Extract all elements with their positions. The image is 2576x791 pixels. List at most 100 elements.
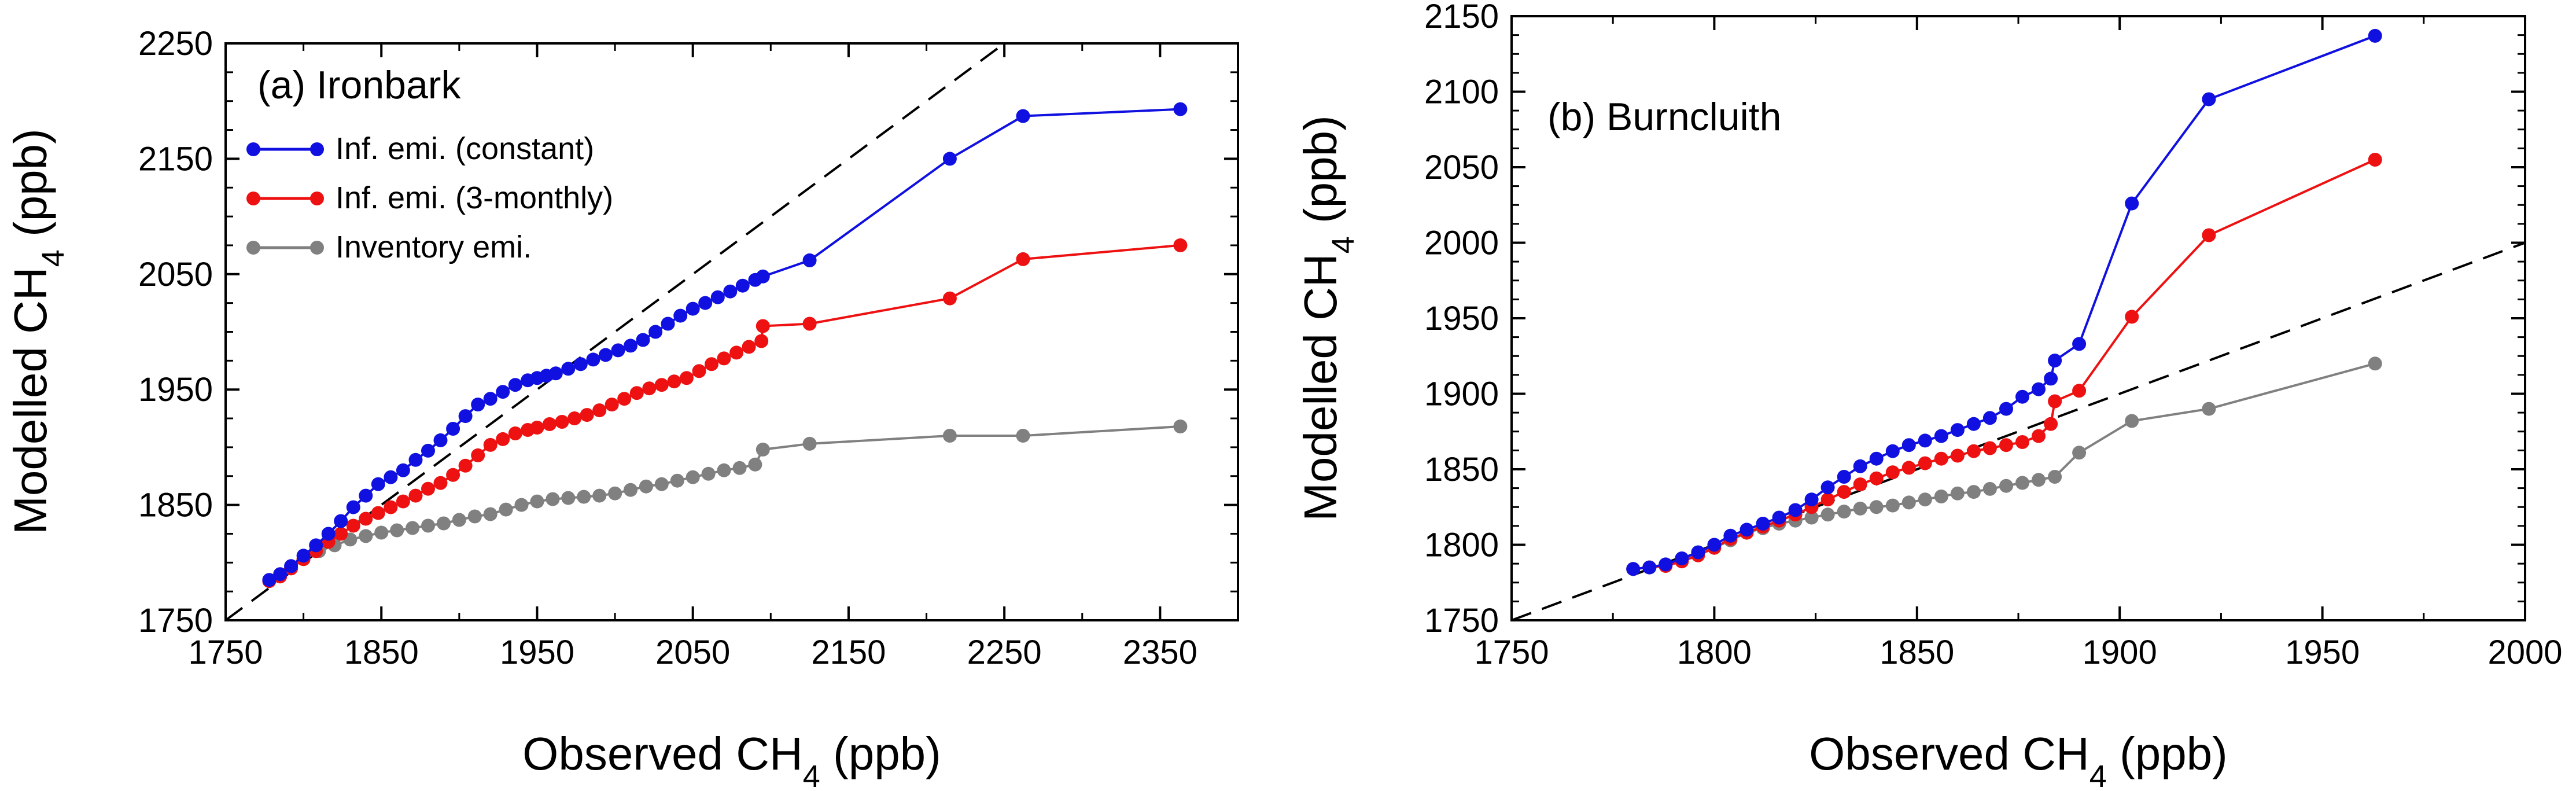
data-point-3-monthly [1982,441,1997,455]
data-point-3-monthly [567,411,582,425]
y-tick-label: 2050 [1424,149,1499,186]
x-tick-label: 1850 [344,634,419,671]
data-point-inventory [1982,481,1997,496]
x-tick-label: 1750 [188,634,263,671]
data-point-3-monthly [496,432,510,446]
legend-item-3-monthly: Inf. emi. (3-monthly) [246,181,613,215]
legend-item-constant: Inf. emi. (constant) [246,131,594,166]
data-point-inventory [514,498,529,512]
data-point-inventory [499,502,513,517]
data-point-constant [1982,411,1997,425]
series-inventory [1626,356,2382,576]
panel-a-x-axis-title: Observed CH4 (ppb) [522,728,941,791]
data-point-inventory [483,507,497,521]
legend-item-inventory: Inventory emi. [246,230,532,264]
y-tick-label: 2150 [138,140,213,178]
data-point-constant [1788,503,1803,517]
data-point-3-monthly [1966,444,1981,458]
data-point-3-monthly [1869,471,1884,485]
series-constant [262,102,1188,587]
legend-marker-3-monthly [246,192,260,205]
panel-b-x-axis-title: Observed CH4 (ppb) [1809,728,2228,791]
data-point-constant [673,308,688,323]
data-point-3-monthly [555,415,569,429]
legend-marker-constant [246,142,260,156]
data-point-3-monthly [802,317,817,331]
data-point-3-monthly [692,364,706,378]
data-point-constant [1756,517,1770,531]
data-point-inventory [1999,479,2013,493]
y-tick-label: 2100 [1424,73,1499,111]
panel-b-label: (b) Burncluith [1547,95,1781,139]
data-point-3-monthly [396,494,410,509]
panel-b-one-to-one-line [1512,241,2525,620]
data-point-3-monthly [942,291,957,306]
series-constant [1626,28,2382,576]
data-point-3-monthly [605,398,619,412]
data-point-3-monthly [508,426,522,440]
data-point-inventory [2032,473,2046,487]
data-point-3-monthly [471,448,485,462]
data-point-constant [1804,492,1819,507]
data-point-constant [661,317,675,331]
data-point-constant [2015,389,2029,404]
x-tick-label: 2050 [655,634,730,671]
data-point-3-monthly [1853,477,1867,492]
legend-marker-inventory [246,241,260,255]
data-point-constant [598,348,613,362]
data-point-constant [421,443,435,458]
data-point-constant [723,284,738,299]
data-point-inventory [1885,498,1900,513]
legend: Inf. emi. (constant) Inf. emi. (3-monthl… [246,131,613,264]
data-point-inventory [1853,501,1867,516]
data-point-inventory [942,429,957,443]
data-point-inventory [421,518,435,533]
data-point-constant [1869,451,1884,466]
data-point-inventory [1016,429,1030,443]
data-point-inventory [577,490,591,504]
data-point-constant [1901,438,1916,452]
data-point-inventory [670,473,684,488]
data-point-constant [2202,92,2216,106]
data-point-constant [1626,562,1641,576]
data-point-3-monthly [1837,485,1851,499]
data-point-constant [408,452,423,467]
data-point-3-monthly [1885,465,1900,480]
x-tick-label: 1900 [2083,634,2157,671]
panel-b-series [1626,28,2382,576]
data-point-constant [471,398,485,412]
data-point-3-monthly [483,437,497,452]
series-3-monthly [1626,153,2382,576]
data-point-constant [686,301,700,316]
data-point-inventory [2072,446,2087,460]
data-point-3-monthly [384,500,398,514]
data-point-constant [1820,480,1835,495]
data-point-constant [611,343,625,358]
data-point-inventory [1918,492,1932,507]
series-line-3-monthly [1633,159,2376,571]
data-point-3-monthly [1950,448,1965,463]
data-point-inventory [1869,500,1884,514]
data-point-constant [1740,523,1754,537]
data-point-constant [586,352,600,367]
data-point-constant [396,463,410,477]
data-point-inventory [1837,505,1851,519]
data-point-3-monthly [1901,461,1916,475]
y-tick-label: 2050 [138,256,213,293]
y-tick-label: 2150 [1424,0,1499,35]
data-point-3-monthly [433,476,448,490]
data-point-3-monthly [2368,153,2382,167]
data-point-3-monthly [2044,417,2058,431]
data-point-inventory [748,457,762,472]
data-point-3-monthly [371,506,385,520]
data-point-3-monthly [2032,429,2046,443]
data-point-constant [2048,354,2062,368]
data-point-3-monthly [642,381,657,396]
data-point-constant [371,477,385,491]
data-point-inventory [756,442,770,457]
data-point-3-monthly [458,458,473,473]
data-point-inventory [1804,510,1819,525]
y-tick-label: 1850 [138,487,213,524]
data-point-inventory [467,509,482,524]
data-point-3-monthly [654,378,669,392]
